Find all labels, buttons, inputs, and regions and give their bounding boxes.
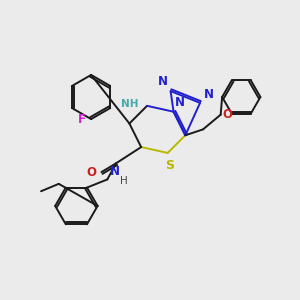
Text: H: H	[120, 176, 128, 186]
Text: O: O	[86, 166, 96, 178]
Text: NH: NH	[121, 99, 138, 110]
Text: S: S	[165, 159, 174, 172]
Text: N: N	[175, 96, 185, 110]
Text: F: F	[78, 112, 86, 126]
Text: N: N	[110, 165, 120, 178]
Text: N: N	[204, 88, 214, 101]
Text: N: N	[158, 75, 168, 88]
Text: O: O	[222, 108, 232, 121]
